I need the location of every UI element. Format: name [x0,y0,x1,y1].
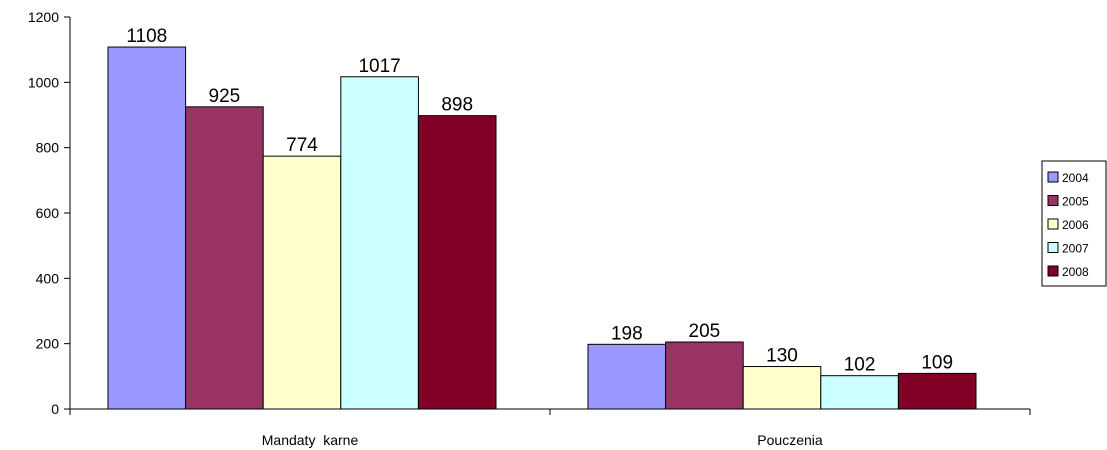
bars-layer [107,46,977,410]
y-tick-label: 800 [36,140,60,156]
y-tick-label: 1200 [28,9,59,25]
data-label-2008-2: 109 [921,352,953,373]
data-label-2006-2: 130 [766,346,798,367]
bar-2008-1 [417,115,497,410]
x-category-label: Mandaty karne [262,432,359,448]
legend-label-2005: 2005 [1062,195,1089,209]
x-category-label: Pouczenia [757,432,823,448]
bar-2006-1 [262,155,342,410]
bar-2005-1 [185,106,264,410]
bar-2007-1 [340,76,419,410]
legend-swatch-2005 [1047,195,1059,206]
legend-label-2008: 2008 [1062,265,1089,279]
legend-swatch-2006 [1047,218,1059,230]
y-tick-label: 200 [36,336,60,352]
legend-label-2006: 2006 [1062,218,1089,232]
bar-2006-2 [742,366,822,410]
legend-swatch-2004 [1047,171,1059,183]
bar-2004-1 [107,46,187,410]
data-label-2007-1: 1017 [358,56,400,77]
data-label-2007-2: 102 [844,355,876,376]
y-tick-label: 400 [36,270,60,286]
data-label-2005-2: 205 [689,321,721,342]
y-tick-label: 600 [36,205,60,221]
legend-swatch-2008 [1047,265,1059,277]
bar-2005-2 [665,341,744,410]
y-tick-label: 0 [51,401,59,417]
data-label-2008-1: 898 [441,95,473,116]
bar-2004-2 [587,343,667,410]
y-tick-label: 1000 [28,74,59,90]
legend-swatch-2007 [1047,242,1059,253]
data-labels-layer: 1108 925 774 1017 898 198 205 130 102 109 [126,26,953,376]
axis-layer: 0 200 400 600 800 1000 1200 Mandaty karne Poucze… [28,9,1031,448]
data-label-2006-1: 774 [286,135,318,156]
data-label-2005-1: 925 [209,86,241,107]
bar-2008-2 [897,372,977,410]
data-label-2004-2: 198 [611,323,643,344]
legend-label-2007: 2007 [1062,242,1089,256]
legend: 2004 2005 2006 2007 2008 [1041,160,1107,287]
legend-label-2004: 2004 [1062,171,1089,185]
data-label-2004-1: 1108 [126,26,167,47]
bar-2007-2 [820,375,899,410]
